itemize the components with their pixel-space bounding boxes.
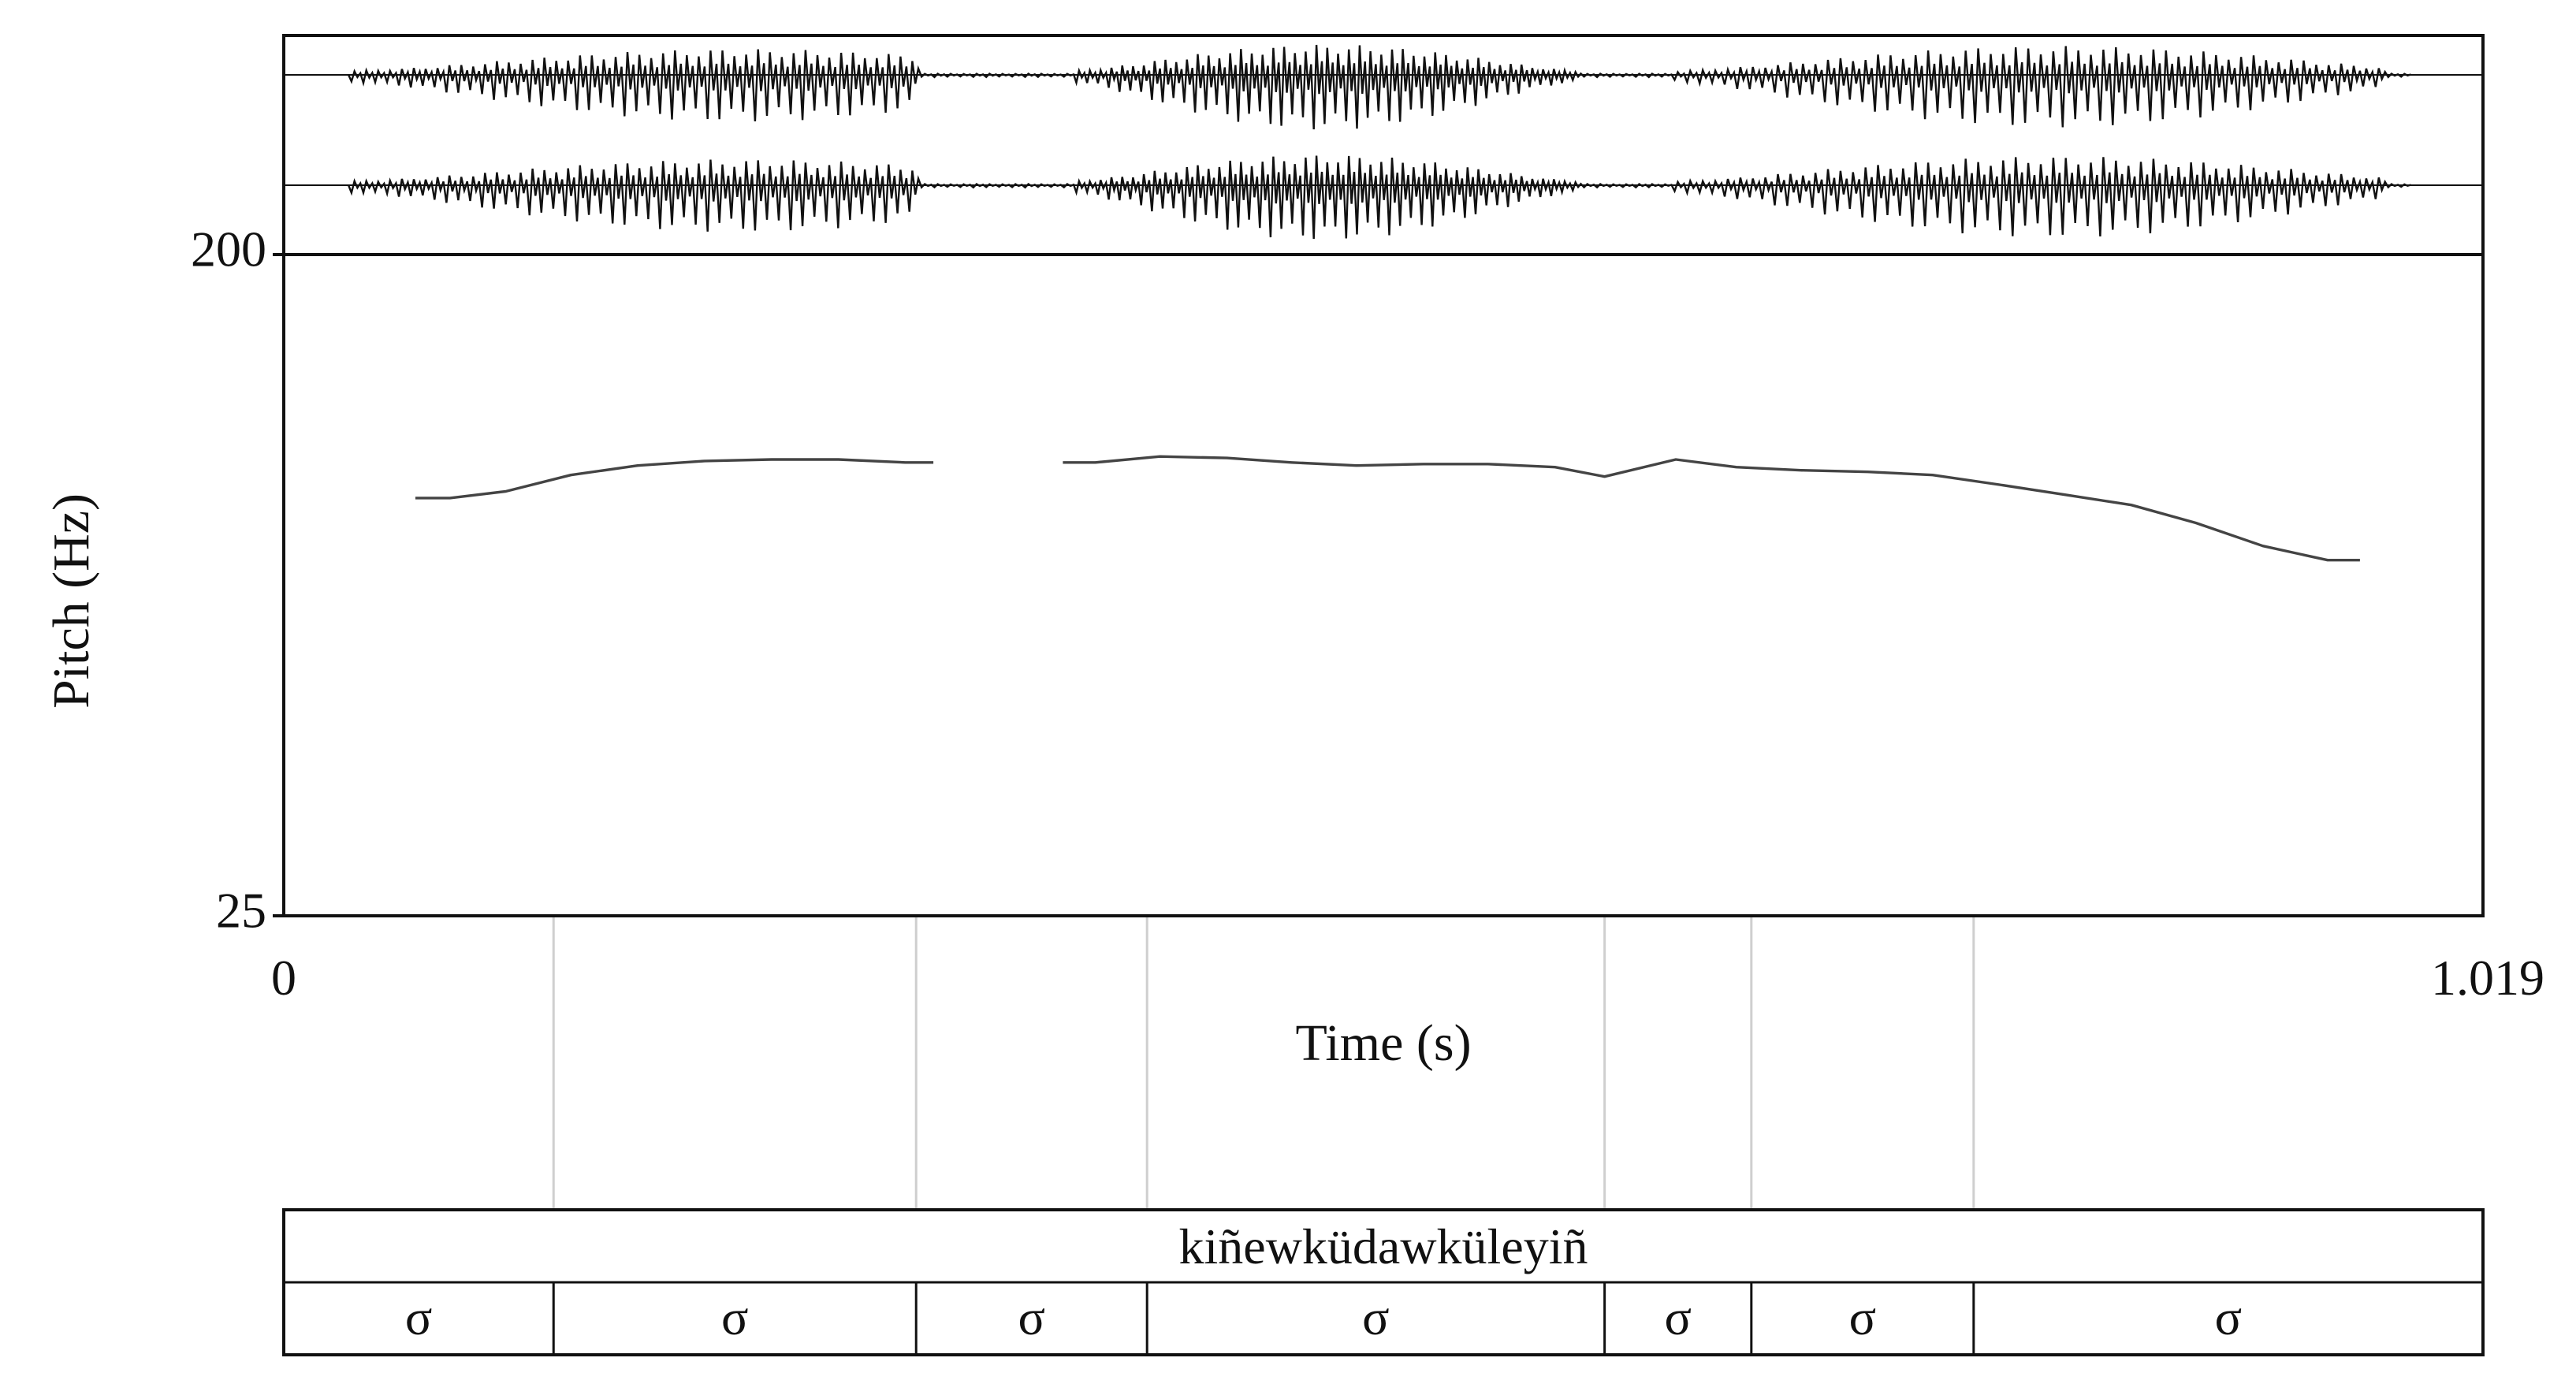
plot-frame: [282, 34, 2485, 917]
waveform-panel: [284, 44, 2483, 240]
y-tick-label-top: 200: [191, 221, 266, 277]
interval-guide-lines: [552, 916, 1975, 1210]
panel-frames: [273, 34, 2485, 917]
pitch-plot: [415, 455, 2360, 562]
syllable-label: σ: [1664, 1289, 1692, 1345]
x-tick-label-start: 0: [271, 950, 296, 1006]
pitch-contour-segment: [415, 458, 934, 500]
syllable-label: σ: [721, 1289, 749, 1345]
pitch-contour-segment: [1063, 455, 2360, 562]
y-axis-title: Pitch (Hz): [43, 493, 100, 709]
syllable-label: σ: [405, 1289, 433, 1345]
y-tick-label-bottom: 25: [216, 883, 266, 939]
waveform-channel: [348, 44, 2411, 130]
syllable-label: σ: [2215, 1289, 2243, 1345]
word-tier-label: kiñewküdawküleyiñ: [1179, 1218, 1588, 1274]
x-axis-title: Time (s): [1295, 1014, 1471, 1072]
text-grid: kiñewküdawküleyiñ σ σ σ σ σ σ σ: [282, 1208, 2485, 1356]
pitch-contour: [415, 455, 2360, 562]
syllable-label: σ: [1362, 1289, 1390, 1345]
x-tick-label-end: 1.019: [2431, 950, 2544, 1006]
syllable-label: σ: [1849, 1289, 1877, 1345]
waveform-channel: [347, 155, 2411, 240]
syllable-label: σ: [1018, 1289, 1045, 1345]
